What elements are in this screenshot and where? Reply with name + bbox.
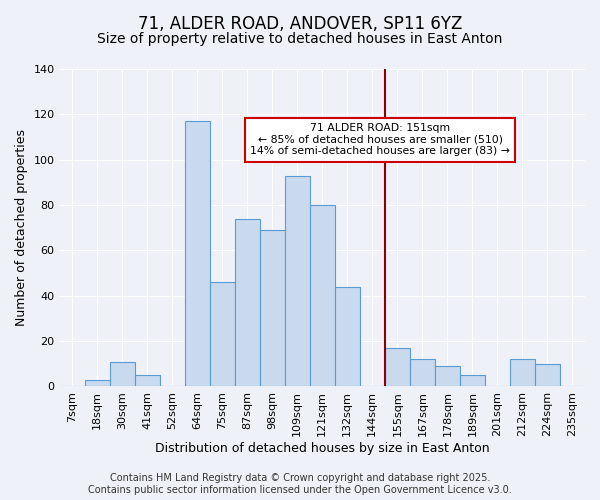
Bar [209,282,235,387]
Bar [435,366,460,386]
Bar [285,176,310,386]
Bar [460,375,485,386]
Y-axis label: Number of detached properties: Number of detached properties [15,129,28,326]
Bar [410,359,435,386]
Text: Size of property relative to detached houses in East Anton: Size of property relative to detached ho… [97,32,503,46]
Text: 71, ALDER ROAD, ANDOVER, SP11 6YZ: 71, ALDER ROAD, ANDOVER, SP11 6YZ [138,15,462,33]
Bar [85,380,110,386]
Bar [335,286,360,386]
Bar [310,205,335,386]
X-axis label: Distribution of detached houses by size in East Anton: Distribution of detached houses by size … [155,442,490,455]
Bar [260,230,285,386]
Bar [385,348,410,387]
Bar [110,362,134,386]
Bar [510,359,535,386]
Text: Contains HM Land Registry data © Crown copyright and database right 2025.
Contai: Contains HM Land Registry data © Crown c… [88,474,512,495]
Bar [235,218,260,386]
Bar [185,121,209,386]
Bar [134,375,160,386]
Text: 71 ALDER ROAD: 151sqm
← 85% of detached houses are smaller (510)
14% of semi-det: 71 ALDER ROAD: 151sqm ← 85% of detached … [250,123,510,156]
Bar [535,364,560,386]
